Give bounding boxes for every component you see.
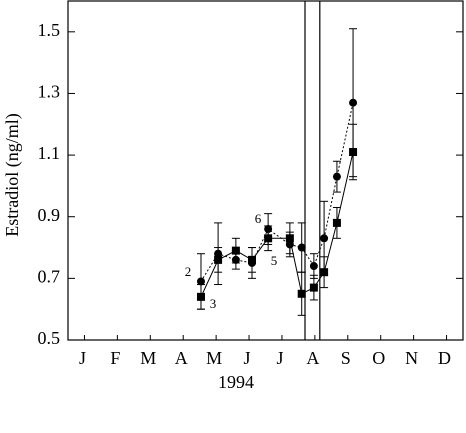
point [349, 98, 358, 107]
y-axis-label: Estradiol (ng/ml) [2, 113, 23, 236]
point [349, 148, 358, 157]
y-tick-label: 1.1 [38, 143, 61, 163]
x-axis-label: 1994 [218, 372, 254, 392]
x-tick-label: D [438, 348, 451, 368]
y-tick-label: 1.5 [38, 20, 61, 40]
annotation: 2 [185, 264, 192, 279]
x-tick-label: J [79, 348, 86, 368]
x-tick-label: S [341, 348, 351, 368]
point [332, 218, 341, 227]
plot-frame [67, 0, 464, 341]
point [297, 289, 306, 298]
x-tick-label: J [276, 348, 283, 368]
point [196, 277, 205, 286]
x-tick-label: M [140, 348, 156, 368]
point [332, 172, 341, 181]
point [214, 255, 223, 264]
annotation: 6 [255, 211, 262, 226]
point [248, 255, 257, 264]
x-tick-label: M [206, 348, 222, 368]
y-tick-label: 0.7 [38, 266, 61, 286]
annotation: 3 [210, 296, 217, 311]
point [309, 283, 318, 292]
point [297, 243, 306, 252]
x-tick-label: A [306, 348, 319, 368]
point [264, 234, 273, 243]
x-tick-label: F [110, 348, 120, 368]
point [320, 234, 329, 243]
y-tick-label: 1.3 [38, 82, 61, 102]
x-tick-label: O [372, 348, 385, 368]
y-tick-label: 0.9 [38, 205, 61, 225]
x-tick-label: A [175, 348, 188, 368]
point [320, 268, 329, 277]
point [231, 246, 240, 255]
annotation: 5 [271, 253, 278, 268]
x-tick-label: J [244, 348, 251, 368]
series-line [200, 151, 354, 298]
point [309, 262, 318, 271]
y-tick-label: 0.5 [38, 328, 61, 348]
x-tick-label: N [405, 348, 418, 368]
point [285, 234, 294, 243]
point [196, 292, 205, 301]
